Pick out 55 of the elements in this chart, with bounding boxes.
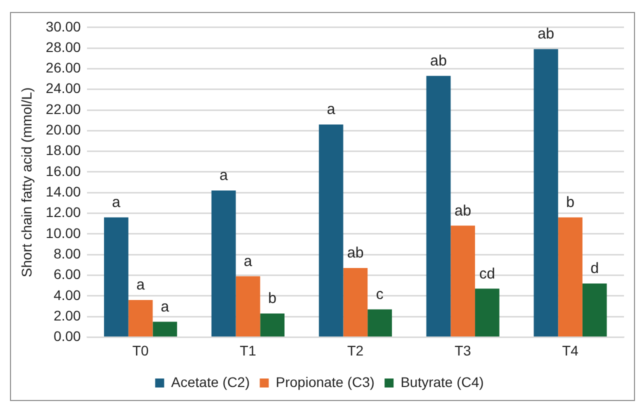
data-label: a: [326, 101, 336, 118]
bar: [558, 217, 582, 336]
bar: [343, 268, 368, 336]
y-tick-label: 20.00: [46, 122, 82, 138]
y-tick-label: 14.00: [46, 183, 82, 200]
bar: [475, 288, 500, 336]
y-tick-label: 6.00: [54, 266, 82, 282]
data-label: ab: [538, 26, 554, 43]
bar: [582, 284, 607, 336]
y-tick-label: 30.00: [46, 18, 82, 34]
data-label: a: [112, 194, 122, 212]
y-tick-label: 18.00: [46, 142, 82, 158]
y-tick-label: 12.00: [46, 204, 82, 220]
bar: [426, 76, 451, 336]
y-tick-label: 0.00: [54, 328, 82, 344]
x-tick-label: T4: [562, 342, 579, 358]
bar: [236, 276, 260, 336]
x-tick-label: T0: [132, 342, 149, 358]
data-label: cd: [479, 265, 496, 282]
bar: [318, 124, 344, 336]
data-label: b: [268, 290, 277, 308]
bar: [152, 322, 178, 336]
data-label: c: [376, 286, 384, 303]
y-tick-label: 4.00: [54, 286, 82, 303]
bar: [211, 190, 236, 336]
x-tick-label: T1: [240, 342, 256, 358]
bar: [534, 49, 558, 336]
x-tick-label: T2: [347, 342, 364, 358]
y-tick-label: 22.00: [46, 100, 82, 117]
data-label: a: [136, 276, 146, 294]
legend-label: Propionate (C3): [276, 374, 375, 390]
data-label: a: [160, 298, 170, 316]
bar: [128, 300, 153, 336]
data-label: ab: [454, 202, 472, 220]
data-label: ab: [430, 52, 447, 70]
data-label: a: [244, 252, 253, 270]
data-label: d: [590, 260, 599, 278]
y-tick-label: 26.00: [46, 60, 82, 76]
y-tick-label: 28.00: [46, 38, 82, 55]
data-label: b: [566, 194, 574, 212]
x-tick-label: T3: [454, 342, 472, 358]
y-tick-label: 16.00: [46, 162, 82, 179]
bar: [260, 313, 285, 336]
y-tick-label: 8.00: [54, 245, 82, 262]
bar: [368, 309, 392, 336]
y-tick-label: 10.00: [46, 224, 82, 241]
y-tick-label: 2.00: [54, 307, 82, 324]
y-axis-title: Short chain fatty acid (mmol/L): [18, 87, 34, 278]
data-label: a: [219, 167, 228, 184]
data-label: ab: [347, 244, 364, 262]
legend-label: Butyrate (C4): [400, 374, 484, 390]
bar: [104, 217, 128, 336]
y-tick-label: 24.00: [46, 80, 82, 96]
bar: [450, 226, 476, 336]
legend-label: Acetate (C2): [171, 374, 250, 390]
